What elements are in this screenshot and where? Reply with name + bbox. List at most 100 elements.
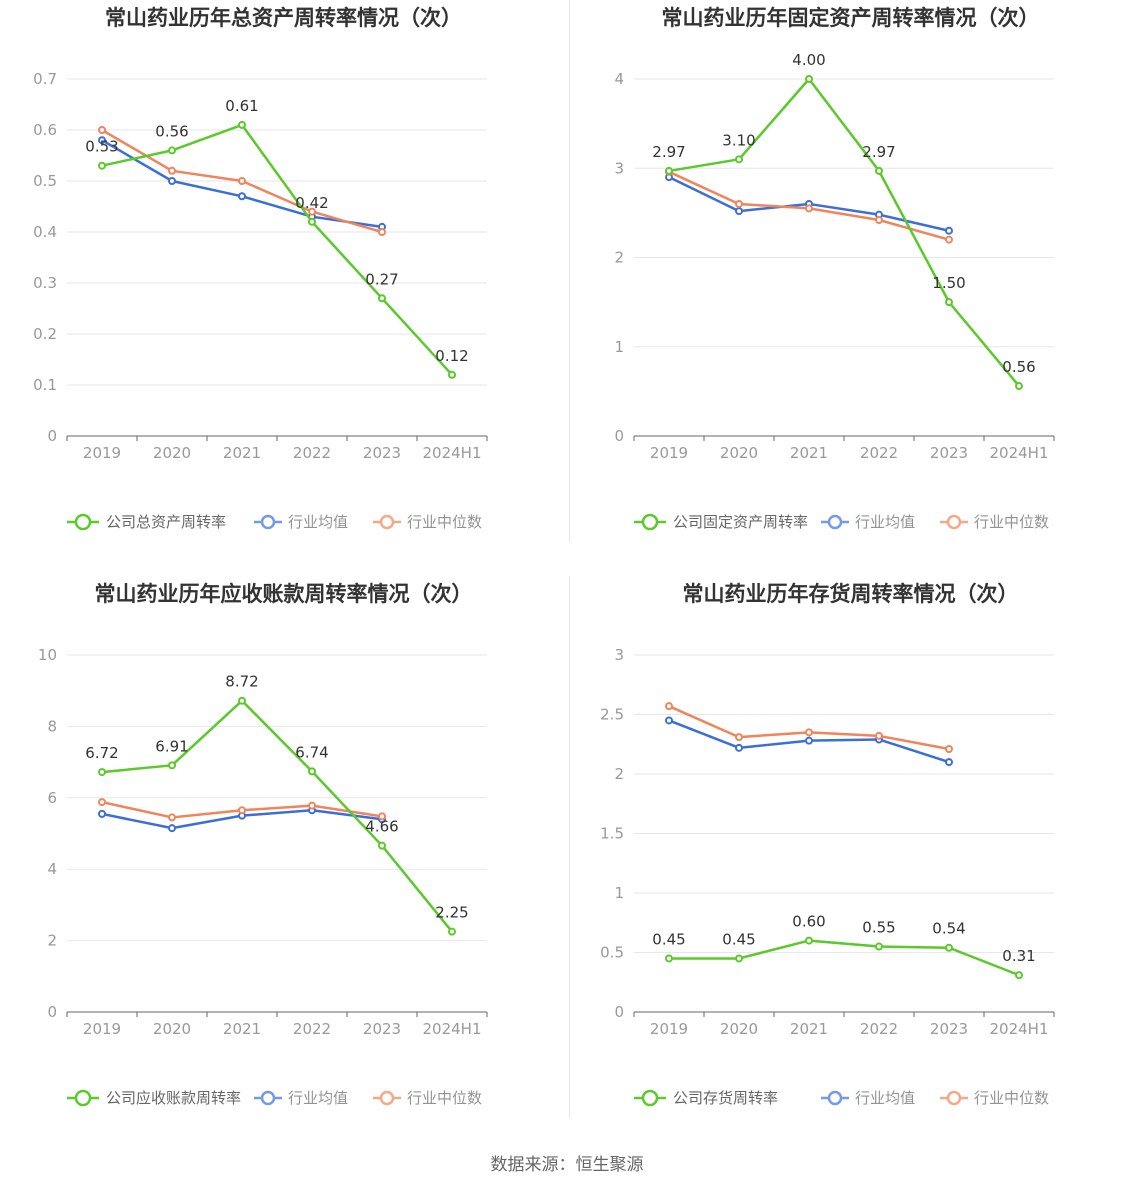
data-point-company[interactable] bbox=[1015, 382, 1023, 391]
data-point-avg[interactable] bbox=[735, 743, 743, 752]
data-point-company[interactable] bbox=[735, 954, 743, 963]
data-point-company[interactable] bbox=[665, 166, 673, 175]
legend-item-avg[interactable]: 行业均值 bbox=[254, 513, 348, 531]
legend-item-median[interactable]: 行业中位数 bbox=[940, 1089, 1049, 1107]
y-tick-label: 0.1 bbox=[33, 376, 57, 394]
data-point-avg[interactable] bbox=[805, 736, 813, 745]
data-point-median[interactable] bbox=[875, 731, 883, 740]
legend-marker-icon bbox=[641, 513, 659, 531]
x-tick-label: 2024H1 bbox=[423, 1020, 482, 1038]
legend-item-avg[interactable]: 行业均值 bbox=[821, 1089, 915, 1107]
legend-item-company[interactable]: 公司应收账款周转率 bbox=[67, 1089, 241, 1107]
data-point-company[interactable] bbox=[238, 120, 246, 129]
data-label: 0.55 bbox=[862, 919, 895, 937]
data-point-median[interactable] bbox=[945, 745, 953, 754]
data-label: 6.74 bbox=[295, 743, 328, 761]
data-point-company[interactable] bbox=[378, 294, 386, 303]
data-point-company[interactable] bbox=[665, 954, 673, 963]
legend-item-company[interactable]: 公司总资产周转率 bbox=[67, 513, 226, 531]
data-label: 2.97 bbox=[652, 143, 685, 161]
legend-item-median[interactable]: 行业中位数 bbox=[373, 1089, 482, 1107]
data-point-company[interactable] bbox=[805, 936, 813, 945]
data-point-median[interactable] bbox=[875, 216, 883, 225]
data-point-company[interactable] bbox=[945, 943, 953, 952]
x-tick-label: 2024H1 bbox=[990, 444, 1049, 462]
data-point-company[interactable] bbox=[308, 767, 316, 776]
data-point-company[interactable] bbox=[308, 217, 316, 226]
data-point-median[interactable] bbox=[308, 801, 316, 810]
data-point-company[interactable] bbox=[168, 761, 176, 770]
data-point-company[interactable] bbox=[945, 298, 953, 307]
data-point-avg[interactable] bbox=[98, 136, 106, 145]
data-point-median[interactable] bbox=[378, 228, 386, 236]
data-point-company[interactable] bbox=[805, 75, 813, 83]
legend-item-company[interactable]: 公司存货周转率 bbox=[634, 1089, 778, 1107]
data-point-avg[interactable] bbox=[665, 716, 673, 725]
chart-title: 常山药业历年应收账款周转率情况（次） bbox=[94, 582, 473, 606]
data-point-avg[interactable] bbox=[238, 192, 246, 201]
data-point-median[interactable] bbox=[98, 126, 106, 134]
data-point-company[interactable] bbox=[98, 768, 106, 777]
x-tick-label: 2022 bbox=[293, 444, 331, 462]
data-label: 0.53 bbox=[85, 138, 118, 156]
data-point-median[interactable] bbox=[665, 702, 673, 711]
chart-title: 常山药业历年固定资产周转率情况（次） bbox=[661, 6, 1040, 30]
data-point-median[interactable] bbox=[735, 733, 743, 742]
data-point-company[interactable] bbox=[875, 942, 883, 951]
legend-item-median[interactable]: 行业中位数 bbox=[373, 513, 482, 531]
y-tick-label: 0.7 bbox=[33, 70, 57, 88]
panel-divider-bottom bbox=[569, 576, 570, 1118]
data-point-median[interactable] bbox=[238, 177, 246, 185]
data-point-median[interactable] bbox=[945, 235, 953, 244]
y-tick-label: 0 bbox=[614, 1003, 624, 1021]
legend-item-company[interactable]: 公司固定资产周转率 bbox=[634, 513, 808, 531]
data-point-company[interactable] bbox=[448, 927, 456, 936]
x-tick-label: 2021 bbox=[790, 1020, 828, 1038]
legend-marker-icon bbox=[379, 1090, 395, 1106]
legend-label: 公司应收账款周转率 bbox=[106, 1089, 241, 1107]
legend-item-avg[interactable]: 行业均值 bbox=[254, 1089, 348, 1107]
data-point-median[interactable] bbox=[735, 199, 743, 208]
data-point-median[interactable] bbox=[168, 813, 176, 822]
data-point-median[interactable] bbox=[98, 798, 106, 807]
data-point-median[interactable] bbox=[378, 812, 386, 821]
data-label: 0.12 bbox=[435, 347, 468, 365]
data-point-company[interactable] bbox=[98, 161, 106, 170]
data-point-avg[interactable] bbox=[945, 226, 953, 235]
chart-panel-inventory-turnover: 常山药业历年存货周转率情况（次） 0 0.5 1 1.5 2 2.5 3 2019 2020 20… bbox=[567, 576, 1134, 1150]
legend-label: 公司总资产周转率 bbox=[106, 513, 226, 531]
data-point-median[interactable] bbox=[308, 207, 316, 216]
x-tick-label: 2023 bbox=[363, 444, 401, 462]
y-tick-label: 0.4 bbox=[33, 223, 57, 241]
x-tick-label: 2020 bbox=[153, 444, 191, 462]
legend-item-median[interactable]: 行业中位数 bbox=[940, 513, 1049, 531]
data-point-avg[interactable] bbox=[945, 758, 953, 767]
data-label: 2.97 bbox=[862, 143, 895, 161]
legend-label: 行业均值 bbox=[288, 513, 348, 531]
data-point-company[interactable] bbox=[168, 146, 176, 155]
data-point-company[interactable] bbox=[1015, 971, 1023, 980]
data-label: 0.56 bbox=[1002, 358, 1035, 376]
y-tick-label: 0.5 bbox=[600, 944, 624, 962]
data-point-company[interactable] bbox=[875, 166, 883, 175]
data-point-avg[interactable] bbox=[168, 177, 176, 185]
y-tick-label: 6 bbox=[47, 789, 57, 807]
data-point-median[interactable] bbox=[805, 728, 813, 737]
data-point-company[interactable] bbox=[238, 696, 246, 705]
chart-svg: 0 0.5 1 1.5 2 2.5 3 2019 2020 2021 2022 2023 2024H1 0… bbox=[600, 646, 1055, 1107]
data-point-avg[interactable] bbox=[98, 809, 106, 818]
data-point-median[interactable] bbox=[805, 204, 813, 213]
chart-title: 常山药业历年总资产周转率情况（次） bbox=[105, 6, 462, 30]
data-point-company[interactable] bbox=[735, 155, 743, 164]
legend-item-avg[interactable]: 行业均值 bbox=[821, 513, 915, 531]
data-point-median[interactable] bbox=[238, 806, 246, 815]
x-tick-label: 2020 bbox=[720, 444, 758, 462]
data-point-company[interactable] bbox=[378, 841, 386, 850]
data-point-avg[interactable] bbox=[168, 824, 176, 833]
data-point-avg[interactable] bbox=[735, 207, 743, 216]
data-point-company[interactable] bbox=[448, 370, 456, 379]
data-point-median[interactable] bbox=[168, 166, 176, 175]
y-tick-label: 10 bbox=[38, 646, 57, 664]
legend-marker-icon bbox=[827, 1090, 843, 1106]
y-tick-label: 2 bbox=[614, 765, 624, 783]
